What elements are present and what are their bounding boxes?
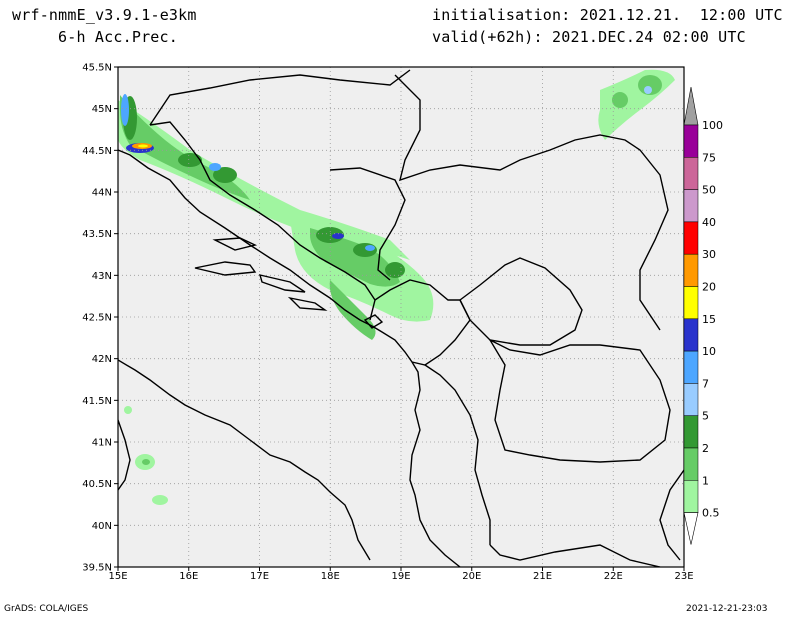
lon-tick-label: 16E bbox=[179, 571, 198, 582]
lat-tick-label: 44.5N bbox=[82, 146, 112, 157]
coastline-italy bbox=[118, 359, 371, 561]
colorbar-swatch bbox=[683, 157, 699, 190]
colorbar-swatch bbox=[683, 253, 699, 287]
precip-core bbox=[213, 167, 237, 183]
precip-core bbox=[332, 233, 344, 239]
colorbar-label: 20 bbox=[702, 281, 716, 294]
precip-core bbox=[121, 94, 129, 126]
border-croatia-north bbox=[149, 69, 411, 126]
lat-tick-label: 39.5N bbox=[82, 563, 112, 574]
precip-area-croatia bbox=[118, 100, 410, 260]
border-serbia-north bbox=[394, 74, 669, 331]
field-title: 6-h Acc.Prec. bbox=[58, 28, 178, 46]
lat-tick-label: 41.5N bbox=[82, 396, 112, 407]
precip-core bbox=[142, 459, 150, 465]
border-macedonia bbox=[488, 338, 671, 463]
axis-ticks: 15E 16E 17E 18E 19E 20E 21E 22E 23E 39.5N 40N 40.5N… bbox=[82, 63, 693, 583]
border-albania bbox=[424, 364, 491, 545]
model-title: wrf-nmmE_v3.9.1-e3km bbox=[12, 6, 197, 24]
colorbar-swatch bbox=[683, 383, 699, 416]
precip-core bbox=[138, 144, 148, 148]
colorbar-label: 10 bbox=[702, 345, 716, 358]
colorbar-swatch bbox=[683, 350, 699, 384]
lon-tick-label: 18E bbox=[321, 571, 340, 582]
border-croatia-bosnia bbox=[149, 121, 376, 321]
render-timestamp: 2021-12-21-23:03 bbox=[686, 604, 768, 614]
colorbar-swatch bbox=[683, 415, 699, 449]
colorbar-swatch bbox=[683, 221, 699, 255]
lat-tick-label: 43.5N bbox=[82, 229, 112, 240]
colorbar-label: 50 bbox=[702, 184, 716, 197]
precip-core bbox=[209, 163, 221, 171]
precip-core bbox=[124, 406, 132, 414]
colorbar-label: 7 bbox=[702, 377, 709, 390]
colorbar-label: 30 bbox=[702, 248, 716, 261]
precip-core bbox=[152, 495, 168, 505]
colorbar-swatch bbox=[683, 124, 699, 158]
lon-tick-label: 23E bbox=[674, 571, 693, 582]
colorbar-label: 75 bbox=[702, 151, 716, 164]
lon-tick-label: 20E bbox=[462, 571, 481, 582]
lon-tick-label: 21E bbox=[533, 571, 552, 582]
coastline-adriatic-east bbox=[118, 149, 461, 567]
valid-time: valid(+62h): 2021.DEC.24 02:00 UTC bbox=[432, 28, 746, 46]
lat-tick-label: 40.5N bbox=[82, 479, 112, 490]
island bbox=[258, 274, 306, 293]
lon-tick-label: 17E bbox=[250, 571, 269, 582]
precip-core bbox=[365, 245, 375, 251]
lon-tick-label: 22E bbox=[604, 571, 623, 582]
island bbox=[194, 261, 257, 276]
lat-tick-label: 42N bbox=[92, 354, 112, 365]
border-bosnia-serbia bbox=[329, 167, 406, 281]
colorbar-label: 100 bbox=[702, 119, 723, 132]
coast-aegean bbox=[659, 469, 684, 561]
colorbar-label: 5 bbox=[702, 410, 709, 423]
colorbar-label: 2 bbox=[702, 442, 709, 455]
lon-tick-label: 15E bbox=[108, 571, 127, 582]
precip-area-coast bbox=[329, 280, 376, 340]
precipitation-map: 15E 16E 17E 18E 19E 20E 21E 22E 23E 39.5N 40N 40.5N… bbox=[82, 63, 723, 583]
map-grid bbox=[118, 67, 684, 567]
colorbar-bottom-triangle bbox=[683, 512, 699, 545]
lat-tick-label: 40N bbox=[92, 521, 112, 532]
lat-tick-label: 45N bbox=[92, 104, 112, 115]
colorbar-swatch bbox=[683, 318, 699, 352]
precip-core bbox=[178, 153, 202, 167]
coastlines-borders bbox=[118, 69, 684, 567]
island bbox=[363, 314, 384, 329]
lat-tick-label: 41N bbox=[92, 438, 112, 449]
colorbar-label: 15 bbox=[702, 313, 716, 326]
precip-core bbox=[612, 92, 628, 108]
lat-tick-label: 44N bbox=[92, 188, 112, 199]
precip-core bbox=[385, 262, 405, 278]
island bbox=[212, 237, 258, 251]
border-montenegro bbox=[374, 279, 471, 366]
colorbar-top-triangle bbox=[683, 86, 699, 126]
grads-credit: GrADS: COLA/IGES bbox=[4, 604, 89, 614]
colorbar-swatch bbox=[683, 480, 699, 513]
lat-tick-label: 45.5N bbox=[82, 63, 112, 74]
initialisation-time: initialisation: 2021.12.21. 12:00 UTC bbox=[432, 6, 783, 24]
border-greece-coast bbox=[489, 544, 661, 567]
colorbar: 0.5 1 2 5 7 10 15 20 30 40 50 75 100 bbox=[683, 86, 723, 545]
coastline-italy-south bbox=[118, 419, 131, 491]
island bbox=[287, 296, 328, 311]
lat-tick-label: 42.5N bbox=[82, 313, 112, 324]
lat-tick-label: 43N bbox=[92, 271, 112, 282]
colorbar-swatch bbox=[683, 447, 699, 481]
colorbar-swatch bbox=[683, 286, 699, 320]
colorbar-label: 40 bbox=[702, 216, 716, 229]
precipitation-field bbox=[118, 69, 675, 505]
colorbar-label: 0.5 bbox=[702, 507, 720, 520]
colorbar-label: 1 bbox=[702, 474, 709, 487]
precip-core bbox=[644, 86, 652, 94]
lon-tick-label: 19E bbox=[391, 571, 410, 582]
colorbar-swatch bbox=[683, 189, 699, 223]
